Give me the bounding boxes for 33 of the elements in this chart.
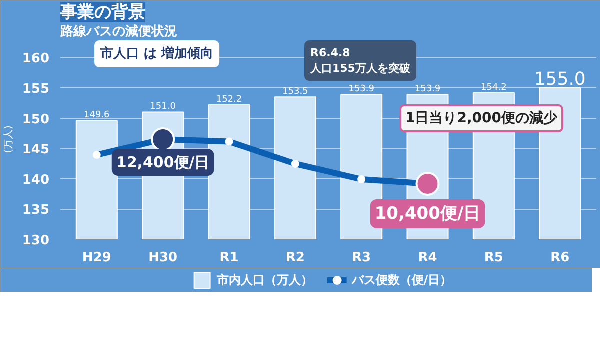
data-label: 149.6 [84, 110, 110, 121]
data-label: 153.9 [348, 84, 375, 95]
x-tick-label: H29 [82, 250, 112, 266]
y-tick-label: 150 [22, 112, 50, 128]
x-tick-label: R3 [352, 250, 372, 266]
x-tick-label: R6 [550, 250, 570, 266]
chart-subtitle: 路線バスの減便状況 [60, 24, 178, 40]
x-tick-label: H30 [148, 250, 178, 266]
legend-label: 市内人口（万人） [216, 272, 313, 288]
y-tick-label: 155 [22, 82, 50, 97]
y-tick-label: 140 [22, 172, 50, 188]
data-label: 12,400便/日 [116, 154, 210, 172]
y-tick-label: 145 [22, 142, 50, 158]
x-tick-label: R2 [286, 250, 305, 266]
legend-label: バス便数（便/日） [352, 272, 452, 288]
data-label: 153.5 [282, 87, 308, 98]
data-label: 152.2 [216, 94, 242, 105]
data-label: 153.9 [414, 84, 441, 95]
x-tick-label: R5 [484, 250, 504, 266]
data-label: 10,400便/日 [374, 204, 481, 224]
annotation: R6.4.8 人口155万人を突破 [310, 46, 412, 76]
annotation: 市人口 は 増加傾向 [100, 46, 214, 62]
data-label: 155.0 [534, 68, 586, 90]
annotation: 1日当り2,000便の減少 [406, 110, 559, 126]
y-tick-label: 135 [22, 203, 50, 218]
x-tick-label: R4 [418, 250, 438, 266]
y-tick-label: 160 [22, 52, 50, 67]
data-label: 154.2 [481, 82, 507, 93]
y-tick-label: 130 [22, 234, 50, 248]
data-label: 151.0 [150, 102, 176, 112]
x-tick-label: R1 [220, 250, 239, 266]
y-axis-title: (万人) [3, 126, 14, 154]
chart-title: 事業の背景 [60, 2, 146, 22]
